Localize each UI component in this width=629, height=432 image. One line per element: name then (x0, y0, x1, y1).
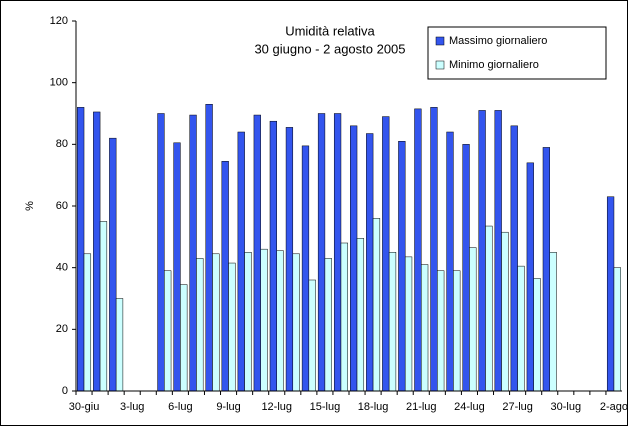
y-tick-label: 100 (50, 77, 68, 89)
bar (228, 262, 236, 392)
bar (115, 298, 124, 392)
bar (398, 141, 406, 392)
bar (301, 145, 310, 392)
legend-swatch (435, 60, 445, 70)
bar (549, 252, 557, 392)
legend-label: Massimo giornaliero (449, 35, 547, 47)
bar (93, 111, 101, 392)
x-tick-label: 12-lug (261, 401, 292, 413)
x-tick-label: 15-lug (310, 401, 341, 413)
bar (276, 250, 284, 392)
bar (388, 252, 397, 392)
bar (308, 279, 316, 392)
chart-subtitle: 30 giugno - 2 agosto 2005 (254, 41, 405, 56)
bar (437, 270, 445, 392)
bar (350, 125, 358, 392)
bar (542, 147, 550, 392)
bar (173, 142, 181, 392)
y-tick-label: 60 (56, 200, 68, 212)
bar (613, 267, 621, 392)
bar (494, 110, 502, 392)
bar (269, 120, 277, 392)
bar (180, 284, 188, 392)
bar (260, 248, 268, 392)
bar (292, 253, 300, 392)
bar (189, 114, 197, 392)
bar (340, 242, 348, 392)
bar (526, 162, 534, 392)
legend-swatch (435, 36, 445, 46)
bar (285, 127, 294, 392)
bar (212, 253, 220, 392)
bar (244, 252, 252, 392)
bar (501, 231, 509, 392)
bar (77, 107, 85, 392)
bar (382, 116, 390, 392)
bar (205, 104, 213, 392)
x-tick-label: 24-lug (454, 401, 485, 413)
bar (606, 196, 615, 392)
bar (356, 238, 365, 392)
y-tick-label: 40 (56, 262, 68, 274)
bar (324, 258, 332, 392)
bar (404, 256, 413, 392)
y-axis-label: % (24, 201, 36, 211)
chart-title: Umidità relativa (285, 23, 375, 38)
bar (462, 144, 470, 392)
bar (99, 221, 108, 392)
bar (109, 137, 117, 392)
x-tick-label: 30-giu (69, 401, 100, 413)
bar (421, 264, 429, 392)
x-tick-label: 21-lug (406, 401, 437, 413)
legend-label: Minimo giornaliero (449, 59, 539, 71)
bar (333, 113, 342, 392)
bar (517, 265, 525, 392)
x-tick-label: 30-lug (551, 401, 582, 413)
bar (510, 125, 518, 392)
legend-box (427, 26, 607, 80)
bar (196, 258, 204, 392)
bar (372, 218, 381, 392)
y-tick-label: 20 (56, 323, 68, 335)
bar (485, 225, 493, 392)
bar (317, 113, 326, 392)
x-tick-label: 6-lug (168, 401, 192, 413)
y-tick-label: 120 (50, 15, 68, 27)
bar (366, 133, 374, 392)
x-tick-label: 2-ago (600, 401, 628, 413)
y-tick-label: 0 (62, 385, 68, 397)
x-tick-label: 3-lug (120, 401, 144, 413)
bar (237, 131, 245, 392)
bar (533, 278, 541, 392)
bar (157, 113, 165, 392)
bar (478, 110, 486, 392)
bar (430, 107, 438, 392)
x-tick-label: 18-lug (358, 401, 389, 413)
bar (164, 270, 172, 392)
x-tick-label: 27-lug (502, 401, 533, 413)
y-tick-label: 80 (56, 138, 68, 150)
bar (83, 253, 92, 392)
bar (221, 161, 229, 392)
bar (469, 247, 477, 392)
bar (414, 108, 422, 392)
x-tick-label: 9-lug (216, 401, 240, 413)
bar (253, 114, 261, 392)
bar (453, 270, 461, 392)
bar (446, 131, 454, 392)
